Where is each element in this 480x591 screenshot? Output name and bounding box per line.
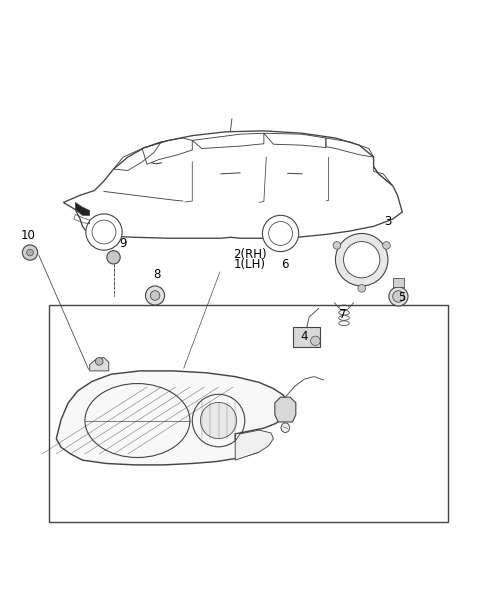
Circle shape: [200, 402, 237, 439]
Polygon shape: [393, 278, 404, 287]
Text: 6: 6: [282, 258, 289, 271]
Text: 9: 9: [120, 236, 127, 249]
Circle shape: [86, 214, 122, 250]
Polygon shape: [63, 131, 402, 238]
Circle shape: [389, 287, 408, 306]
Circle shape: [107, 251, 120, 264]
Text: 3: 3: [384, 215, 392, 228]
Ellipse shape: [281, 423, 289, 433]
Polygon shape: [275, 397, 296, 422]
Circle shape: [383, 242, 390, 249]
Circle shape: [23, 245, 37, 260]
Polygon shape: [235, 430, 274, 460]
Circle shape: [344, 242, 380, 278]
Polygon shape: [90, 358, 109, 371]
Circle shape: [96, 358, 103, 365]
Text: 10: 10: [20, 229, 35, 242]
Polygon shape: [75, 203, 90, 215]
Circle shape: [393, 291, 404, 302]
Text: 8: 8: [153, 268, 160, 281]
Circle shape: [145, 286, 165, 305]
Circle shape: [27, 249, 34, 256]
Text: 4: 4: [300, 330, 308, 343]
Polygon shape: [56, 371, 288, 465]
Circle shape: [311, 336, 320, 346]
Text: 7: 7: [339, 308, 347, 321]
Circle shape: [333, 242, 341, 249]
Polygon shape: [293, 327, 320, 346]
Circle shape: [336, 233, 388, 286]
Text: 2(RH): 2(RH): [233, 248, 266, 261]
Circle shape: [358, 284, 365, 292]
Text: 1(LH): 1(LH): [234, 258, 265, 271]
Circle shape: [263, 215, 299, 252]
Text: 5: 5: [398, 291, 406, 304]
Circle shape: [150, 291, 160, 300]
